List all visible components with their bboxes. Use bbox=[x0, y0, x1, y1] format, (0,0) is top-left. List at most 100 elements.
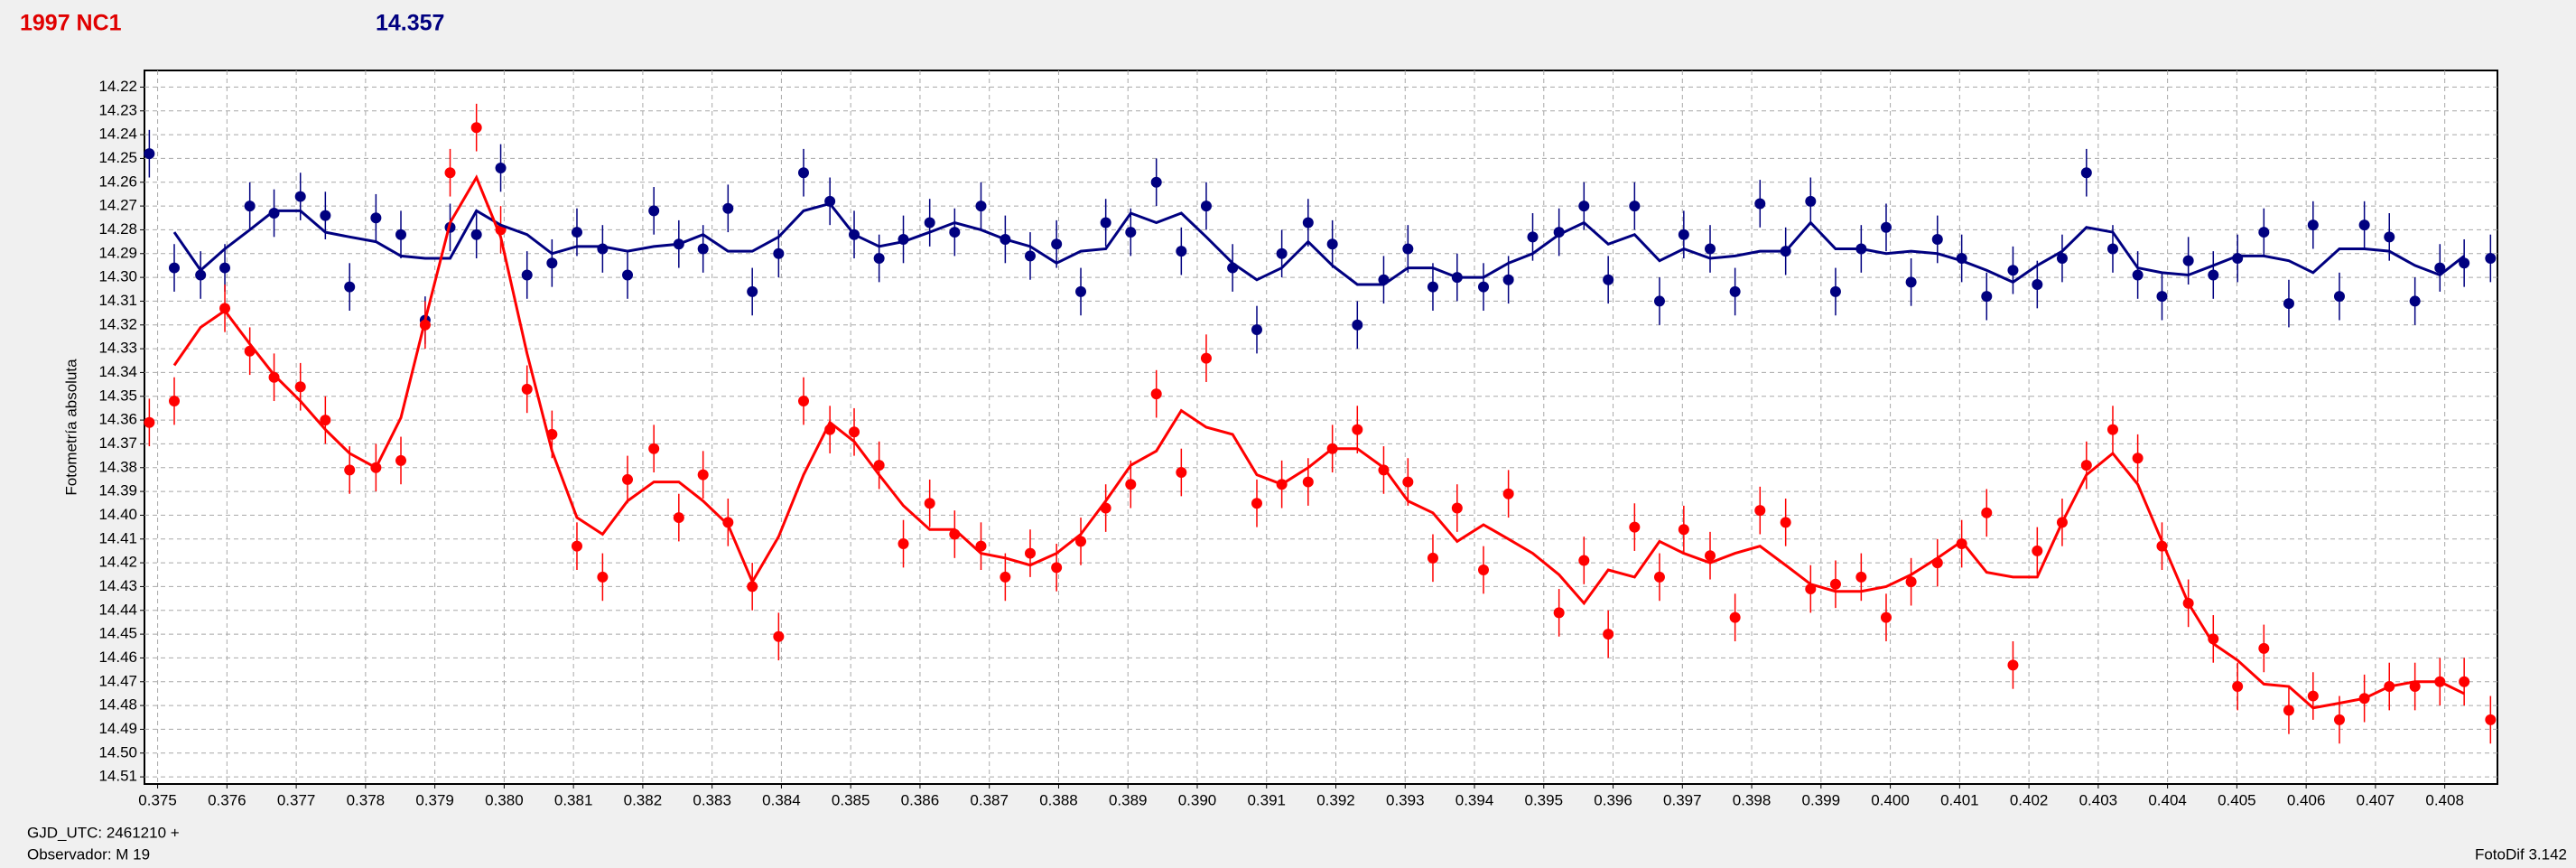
y-tick-label: 14.31 bbox=[98, 292, 137, 309]
point bbox=[747, 581, 758, 593]
point bbox=[1125, 227, 1137, 238]
point bbox=[2106, 243, 2118, 255]
x-tick-label: 0.408 bbox=[2425, 791, 2464, 808]
point bbox=[697, 243, 709, 255]
point bbox=[571, 540, 582, 552]
point bbox=[773, 247, 785, 259]
point bbox=[344, 281, 356, 293]
y-tick-label: 14.40 bbox=[98, 506, 137, 523]
point bbox=[395, 229, 407, 240]
y-tick-label: 14.33 bbox=[98, 340, 137, 357]
point bbox=[219, 262, 231, 274]
point bbox=[2459, 676, 2470, 687]
point bbox=[747, 285, 758, 297]
point bbox=[648, 205, 660, 217]
x-tick-label: 0.397 bbox=[1663, 791, 1702, 808]
x-tick-label: 0.376 bbox=[208, 791, 246, 808]
x-tick-label: 0.390 bbox=[1178, 791, 1217, 808]
point bbox=[2232, 681, 2244, 693]
point bbox=[169, 262, 181, 274]
y-tick-label: 14.23 bbox=[98, 101, 137, 118]
point bbox=[1527, 231, 1539, 243]
point bbox=[320, 415, 331, 426]
x-tick-label: 0.385 bbox=[832, 791, 870, 808]
x-tick-label: 0.399 bbox=[1802, 791, 1841, 808]
point bbox=[2080, 460, 2092, 471]
point bbox=[169, 396, 181, 407]
point bbox=[797, 167, 809, 179]
point bbox=[1805, 195, 1817, 207]
x-tick-label: 0.395 bbox=[1525, 791, 1564, 808]
y-tick-label: 14.38 bbox=[98, 458, 137, 475]
point bbox=[2032, 279, 2043, 290]
point bbox=[1176, 467, 1187, 479]
point bbox=[1578, 555, 1590, 566]
point bbox=[1981, 507, 1993, 518]
point bbox=[395, 454, 407, 466]
point bbox=[1276, 247, 1288, 259]
point bbox=[2485, 253, 2497, 265]
point bbox=[1478, 281, 1490, 293]
point bbox=[2182, 255, 2194, 266]
point bbox=[849, 426, 860, 438]
point bbox=[949, 227, 961, 238]
point bbox=[370, 212, 382, 224]
point bbox=[1678, 524, 1689, 536]
point bbox=[673, 512, 684, 524]
point bbox=[1302, 217, 1314, 229]
point bbox=[1100, 217, 1111, 229]
point bbox=[1176, 246, 1187, 257]
point bbox=[1705, 243, 1716, 255]
point bbox=[1880, 611, 1892, 623]
fit-line bbox=[172, 174, 2465, 710]
point bbox=[1125, 479, 1137, 490]
y-tick-label: 14.45 bbox=[98, 625, 137, 642]
point bbox=[470, 122, 482, 134]
point bbox=[1905, 576, 1917, 588]
point bbox=[722, 517, 734, 528]
x-tick-label: 0.406 bbox=[2287, 791, 2326, 808]
fit-line bbox=[172, 201, 2466, 286]
x-tick-label: 0.396 bbox=[1594, 791, 1632, 808]
y-tick-label: 14.42 bbox=[98, 554, 137, 571]
x-tick-label: 0.379 bbox=[415, 791, 454, 808]
point bbox=[1829, 578, 1841, 590]
observer: Observador: M 19 bbox=[27, 845, 150, 863]
point bbox=[597, 571, 609, 583]
x-tick-label: 0.378 bbox=[347, 791, 386, 808]
x-tick-label: 0.387 bbox=[970, 791, 1009, 808]
x-tick-label: 0.398 bbox=[1733, 791, 1772, 808]
point bbox=[1603, 629, 1614, 640]
point bbox=[1553, 607, 1565, 619]
y-tick-label: 14.39 bbox=[98, 482, 137, 499]
point bbox=[1352, 319, 1363, 331]
point bbox=[144, 148, 155, 160]
point bbox=[195, 269, 207, 281]
y-tick-label: 14.51 bbox=[98, 768, 137, 785]
point bbox=[1302, 476, 1314, 488]
point bbox=[2156, 291, 2168, 303]
point bbox=[294, 381, 306, 393]
x-tick-label: 0.404 bbox=[2148, 791, 2187, 808]
point bbox=[144, 416, 155, 428]
x-tick-label: 0.380 bbox=[485, 791, 524, 808]
point bbox=[1629, 521, 1641, 533]
point bbox=[873, 253, 885, 265]
point bbox=[2208, 269, 2219, 281]
point bbox=[1352, 424, 1363, 435]
point bbox=[1780, 517, 1791, 528]
x-tick-label: 0.405 bbox=[2218, 791, 2256, 808]
y-tick-label: 14.43 bbox=[98, 577, 137, 594]
point bbox=[873, 460, 885, 471]
point bbox=[1578, 201, 1590, 212]
point bbox=[1705, 550, 1716, 562]
point bbox=[320, 210, 331, 221]
point bbox=[1051, 562, 1063, 574]
x-tick-label: 0.377 bbox=[277, 791, 316, 808]
y-tick-label: 14.29 bbox=[98, 244, 137, 261]
point bbox=[1402, 476, 1414, 488]
point bbox=[1678, 229, 1689, 240]
point bbox=[722, 202, 734, 214]
point bbox=[2283, 298, 2294, 310]
point bbox=[1502, 488, 1514, 499]
